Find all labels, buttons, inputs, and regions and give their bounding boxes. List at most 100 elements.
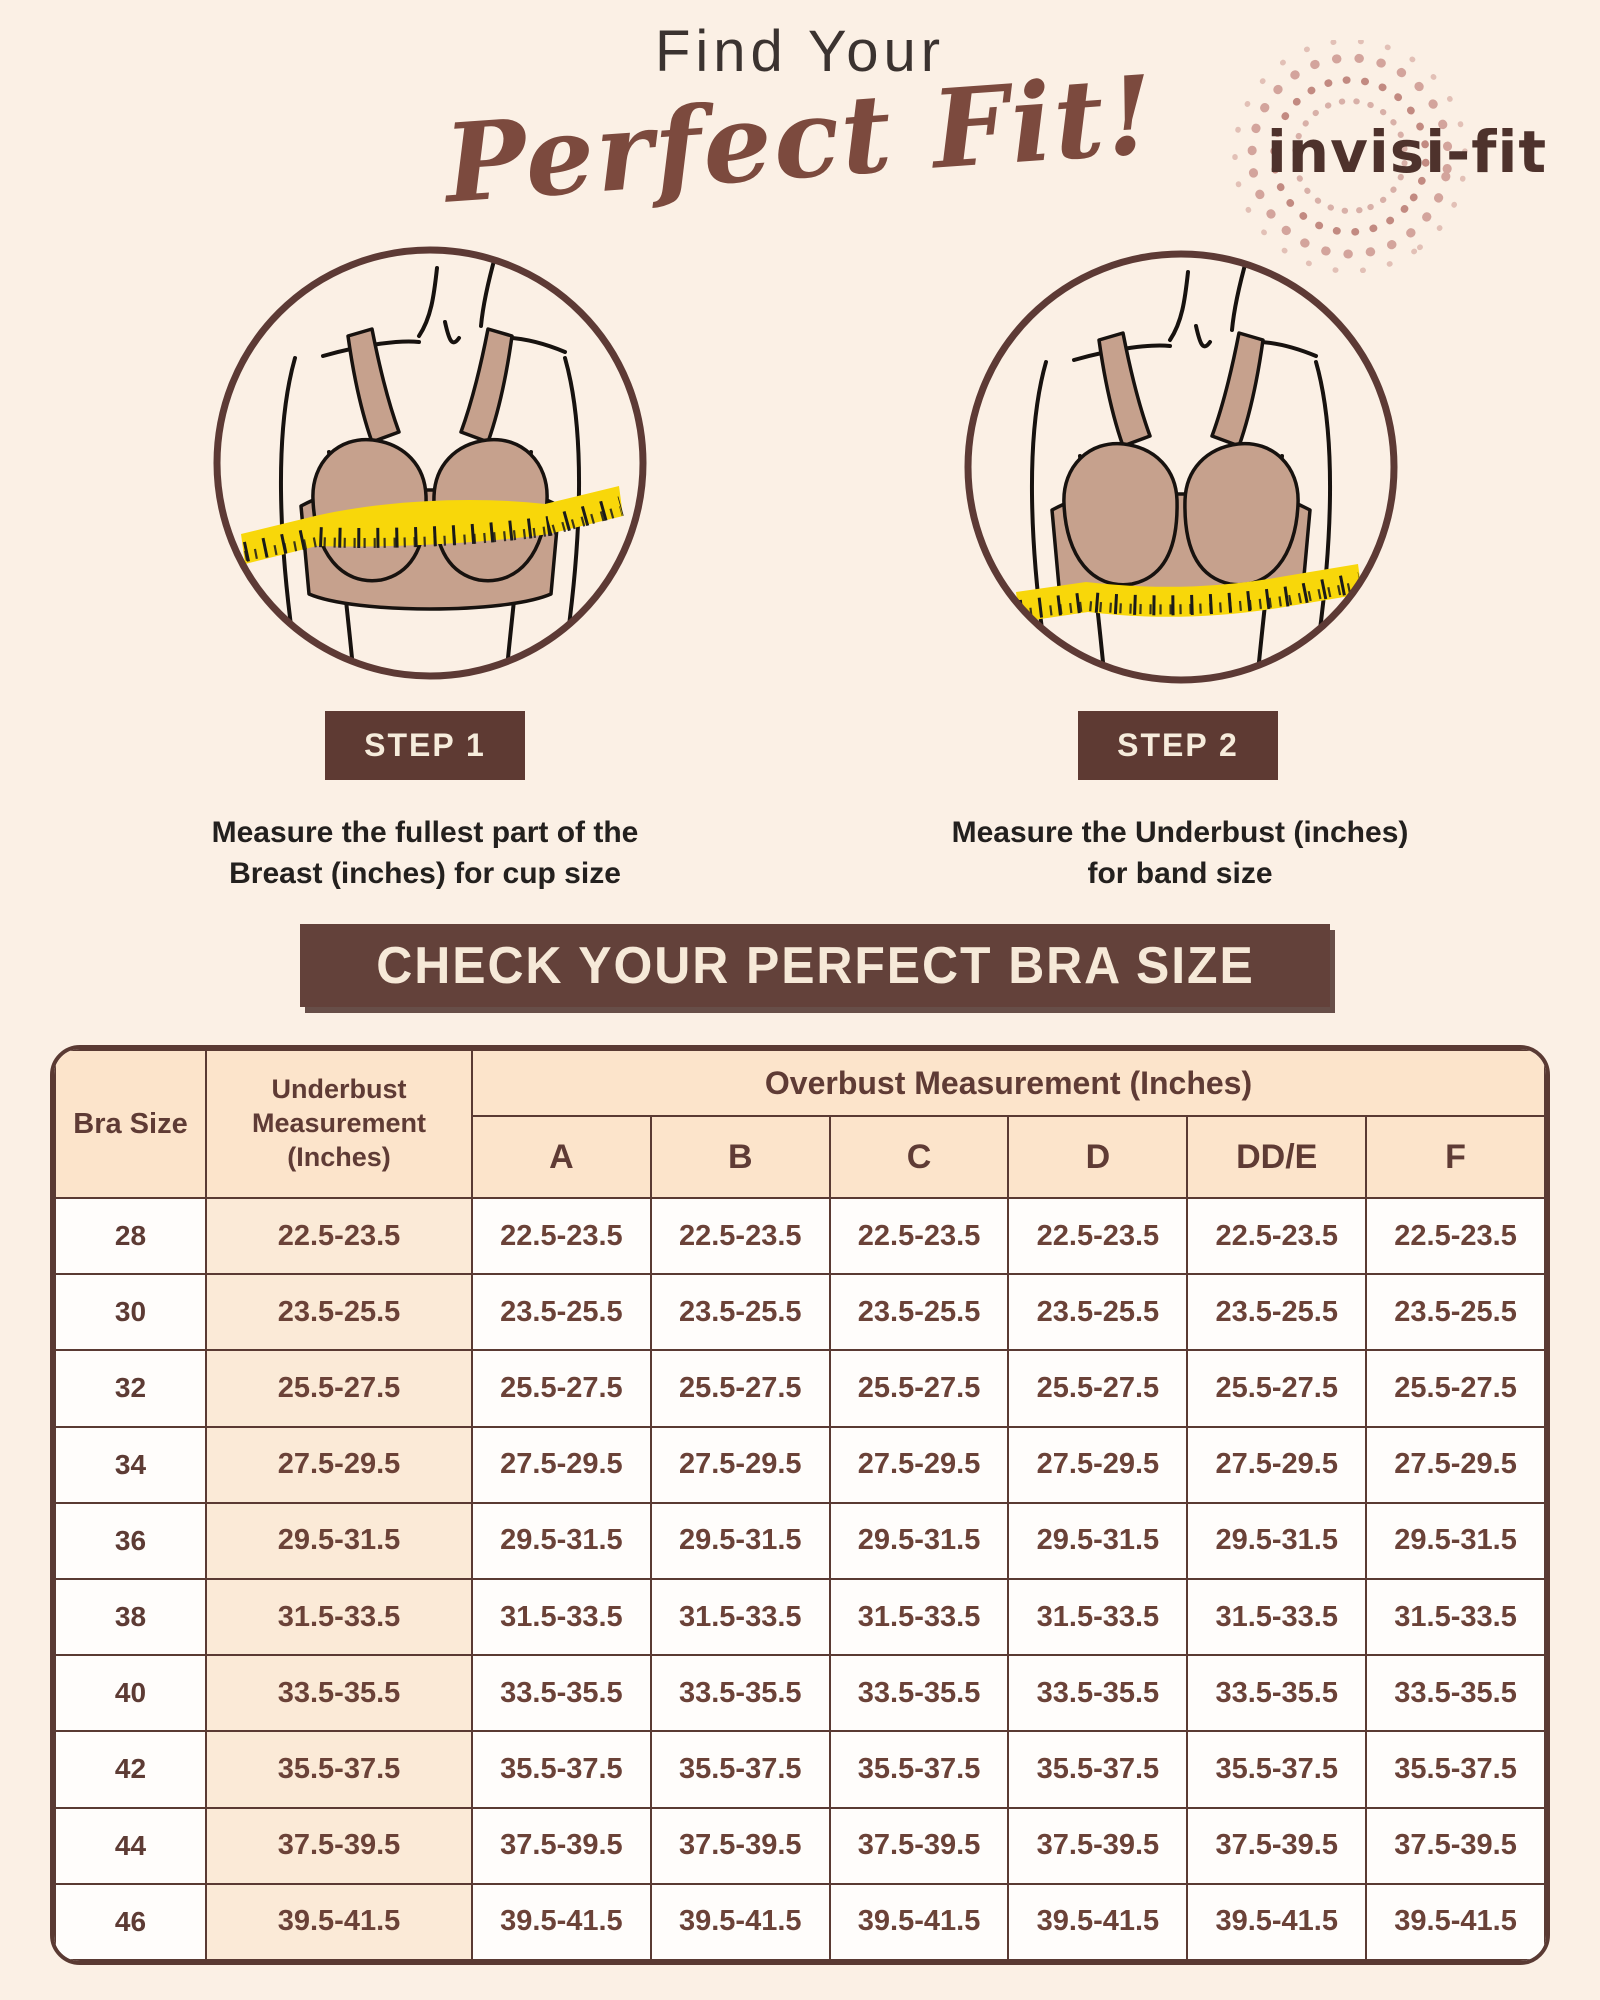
cup-c-cell: 39.5-41.5 xyxy=(828,1882,1010,1961)
bra-size-cell: 30 xyxy=(54,1273,207,1352)
brand-name: invisi-fit xyxy=(1266,118,1548,186)
cup-f-cell: 33.5-35.5 xyxy=(1365,1654,1546,1733)
column-header-bra-size: Bra Size xyxy=(54,1049,207,1199)
size-chart-table: Bra Size Underbust Measurement (Inches) … xyxy=(54,1049,1546,1961)
underbust-measure-illustration xyxy=(964,250,1398,684)
brand-logo: invisi-fit xyxy=(1222,40,1592,280)
cup-dde-cell: 37.5-39.5 xyxy=(1186,1806,1368,1885)
overbust-measure-illustration xyxy=(213,246,647,680)
cup-d-cell: 31.5-33.5 xyxy=(1007,1577,1189,1657)
cup-c-cell: 27.5-29.5 xyxy=(828,1425,1010,1504)
cup-a-cell: 22.5-23.5 xyxy=(471,1196,652,1276)
bra-size-cell: 42 xyxy=(54,1730,207,1809)
size-chart-row: 42 35.5-37.5 35.5-37.5 35.5-37.5 35.5-37… xyxy=(54,1730,1546,1809)
cup-c-cell: 29.5-31.5 xyxy=(828,1501,1010,1580)
bra-size-cell: 28 xyxy=(54,1196,207,1276)
size-chart-row: 34 27.5-29.5 27.5-29.5 27.5-29.5 27.5-29… xyxy=(54,1425,1546,1504)
underbust-cell: 27.5-29.5 xyxy=(205,1425,473,1504)
cup-b-cell: 33.5-35.5 xyxy=(649,1654,831,1733)
cup-a-cell: 35.5-37.5 xyxy=(471,1730,652,1809)
cup-a-cell: 33.5-35.5 xyxy=(471,1654,652,1733)
step-1-badge: STEP 1 xyxy=(325,711,525,780)
cup-b-cell: 25.5-27.5 xyxy=(649,1349,831,1428)
cup-b-cell: 22.5-23.5 xyxy=(649,1196,831,1276)
underbust-measure-figure xyxy=(956,242,1406,692)
cup-f-cell: 31.5-33.5 xyxy=(1365,1577,1546,1657)
cup-b-cell: 37.5-39.5 xyxy=(649,1806,831,1885)
title-line-1: Find Your xyxy=(654,19,946,84)
cup-c-cell: 33.5-35.5 xyxy=(828,1654,1010,1733)
underbust-cell: 31.5-33.5 xyxy=(205,1577,473,1657)
cup-f-cell: 39.5-41.5 xyxy=(1365,1882,1546,1961)
cup-dde-cell: 29.5-31.5 xyxy=(1186,1501,1368,1580)
cup-c-cell: 22.5-23.5 xyxy=(828,1196,1010,1276)
bra-illustration xyxy=(299,327,561,611)
cup-d-cell: 27.5-29.5 xyxy=(1007,1425,1189,1504)
cup-b-cell: 35.5-37.5 xyxy=(649,1730,831,1809)
bra-size-cell: 36 xyxy=(54,1501,207,1580)
bra-size-cell: 46 xyxy=(54,1882,207,1961)
cup-dde-cell: 35.5-37.5 xyxy=(1186,1730,1368,1809)
cup-a-cell: 29.5-31.5 xyxy=(471,1501,652,1580)
bra-illustration xyxy=(1050,331,1312,615)
cup-c-cell: 31.5-33.5 xyxy=(828,1577,1010,1657)
bra-size-cell: 32 xyxy=(54,1349,207,1428)
cup-f-cell: 25.5-27.5 xyxy=(1365,1349,1546,1428)
dot-swirl-icon xyxy=(1232,40,1468,274)
step-2-label: STEP 2 xyxy=(1117,727,1239,763)
overbust-measure-figure xyxy=(205,238,655,688)
bra-size-chart: Bra Size Underbust Measurement (Inches) … xyxy=(50,1045,1550,1965)
cup-f-cell: 37.5-39.5 xyxy=(1365,1806,1546,1885)
cup-f-cell: 27.5-29.5 xyxy=(1365,1425,1546,1504)
cup-dde-cell: 22.5-23.5 xyxy=(1186,1196,1368,1276)
cup-f-cell: 23.5-25.5 xyxy=(1365,1273,1546,1352)
cup-dde-cell: 25.5-27.5 xyxy=(1186,1349,1368,1428)
size-chart-row: 44 37.5-39.5 37.5-39.5 37.5-39.5 37.5-39… xyxy=(54,1806,1546,1885)
cup-dde-cell: 31.5-33.5 xyxy=(1186,1577,1368,1657)
step-1-description: Measure the fullest part of the Breast (… xyxy=(135,812,715,895)
banner-title: CHECK YOUR PERFECT BRA SIZE xyxy=(375,936,1255,995)
size-chart-row: 32 25.5-27.5 25.5-27.5 25.5-27.5 25.5-27… xyxy=(54,1349,1546,1428)
cup-column-c: C xyxy=(828,1115,1010,1199)
underbust-cell: 23.5-25.5 xyxy=(205,1273,473,1352)
cup-column-d: D xyxy=(1007,1115,1189,1199)
cup-a-cell: 31.5-33.5 xyxy=(471,1577,652,1657)
cup-a-cell: 27.5-29.5 xyxy=(471,1425,652,1504)
size-chart-row: 30 23.5-25.5 23.5-25.5 23.5-25.5 23.5-25… xyxy=(54,1273,1546,1352)
step-2-desc-line-2: for band size xyxy=(1087,857,1273,891)
cup-dde-cell: 23.5-25.5 xyxy=(1186,1273,1368,1352)
underbust-cell: 37.5-39.5 xyxy=(205,1806,473,1885)
underbust-cell: 22.5-23.5 xyxy=(205,1196,473,1276)
step-2-description: Measure the Underbust (inches) for band … xyxy=(890,812,1470,895)
cup-d-cell: 23.5-25.5 xyxy=(1007,1273,1189,1352)
step-2-desc-line-1: Measure the Underbust (inches) xyxy=(951,816,1409,849)
column-header-overbust-group: Overbust Measurement (Inches) xyxy=(471,1049,1546,1117)
column-header-underbust: Underbust Measurement (Inches) xyxy=(205,1049,473,1199)
cup-d-cell: 33.5-35.5 xyxy=(1007,1654,1189,1733)
cup-dde-cell: 39.5-41.5 xyxy=(1186,1882,1368,1961)
cup-f-cell: 29.5-31.5 xyxy=(1365,1501,1546,1580)
underbust-cell: 33.5-35.5 xyxy=(205,1654,473,1733)
cup-b-cell: 23.5-25.5 xyxy=(649,1273,831,1352)
step-1-desc-line-2: Breast (inches) for cup size xyxy=(229,857,621,891)
cup-d-cell: 35.5-37.5 xyxy=(1007,1730,1189,1809)
bra-size-cell: 34 xyxy=(54,1425,207,1504)
underbust-cell: 25.5-27.5 xyxy=(205,1349,473,1428)
size-chart-row: 38 31.5-33.5 31.5-33.5 31.5-33.5 31.5-33… xyxy=(54,1577,1546,1657)
cup-f-cell: 35.5-37.5 xyxy=(1365,1730,1546,1809)
size-chart-row: 46 39.5-41.5 39.5-41.5 39.5-41.5 39.5-41… xyxy=(54,1882,1546,1961)
cup-b-cell: 27.5-29.5 xyxy=(649,1425,831,1504)
size-chart-row: 36 29.5-31.5 29.5-31.5 29.5-31.5 29.5-31… xyxy=(54,1501,1546,1580)
step-2-badge: STEP 2 xyxy=(1078,711,1278,780)
cup-c-cell: 37.5-39.5 xyxy=(828,1806,1010,1885)
cup-column-f: F xyxy=(1365,1115,1546,1199)
cup-b-cell: 29.5-31.5 xyxy=(649,1501,831,1580)
measuring-tape-underbust xyxy=(1016,564,1362,622)
bra-size-cell: 38 xyxy=(54,1577,207,1657)
page-title: Find Your Perfect Fit! xyxy=(0,18,1600,228)
cup-column-a: A xyxy=(471,1115,652,1199)
cup-a-cell: 37.5-39.5 xyxy=(471,1806,652,1885)
cup-d-cell: 39.5-41.5 xyxy=(1007,1882,1189,1961)
cup-c-cell: 23.5-25.5 xyxy=(828,1273,1010,1352)
